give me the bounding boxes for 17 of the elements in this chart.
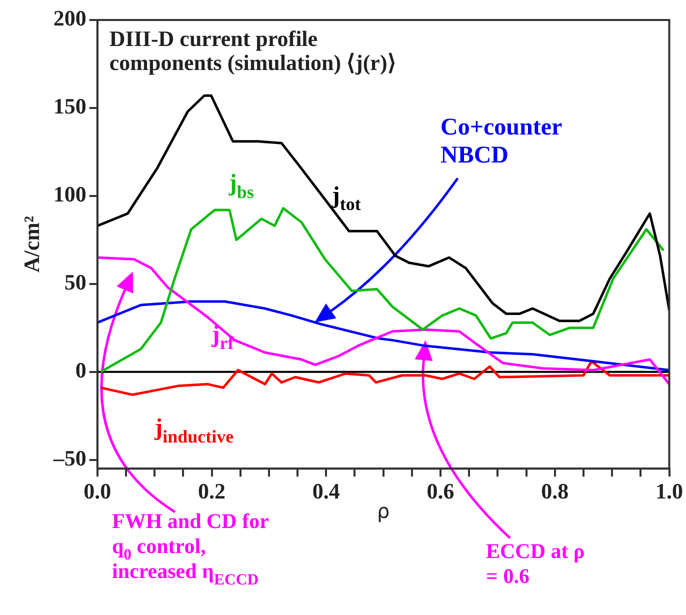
y-axis-title: A/cm² xyxy=(18,216,44,273)
y-tick-label: 200 xyxy=(53,6,86,31)
y-tick-label: 100 xyxy=(53,182,86,207)
text: Co+counter NBCD xyxy=(440,114,563,168)
text: ECCD at ρ = 0.6 xyxy=(486,539,585,588)
y-tick-label: –50 xyxy=(52,445,86,470)
x-tick-label: 0.2 xyxy=(198,478,226,504)
y-tick-label: 0 xyxy=(75,358,86,383)
y-tick-label: 150 xyxy=(53,94,86,119)
x-tick-label: 1.0 xyxy=(656,478,683,504)
x-tick-label: 0.6 xyxy=(426,478,454,504)
x-tick-label: 0.0 xyxy=(84,478,112,504)
x-axis-title: ρ xyxy=(376,499,390,524)
text: DIII-D current profile components (simulation) ⟨j(r)⟩ xyxy=(109,26,396,75)
y-tick-label: 50 xyxy=(64,270,86,295)
x-tick-label: 0.4 xyxy=(312,478,340,504)
x-tick-label: 0.8 xyxy=(541,478,569,504)
